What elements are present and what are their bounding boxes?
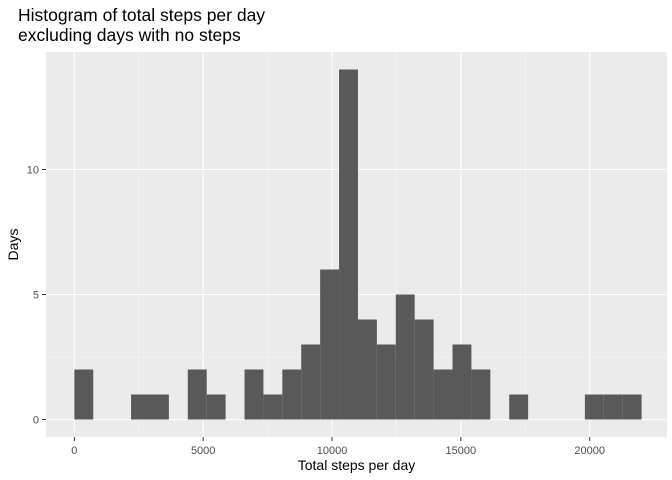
y-tick-label: 10 xyxy=(27,165,39,177)
histogram-bar xyxy=(131,394,150,420)
histogram-bar xyxy=(376,344,396,420)
bars xyxy=(74,69,642,420)
y-axis: 0 5 10 xyxy=(27,165,46,427)
histogram-bar xyxy=(206,394,226,420)
x-axis: 0 5000 10000 15000 20000 xyxy=(71,437,605,457)
histogram-bar xyxy=(339,69,358,420)
chart-title-line1: Histogram of total steps per day xyxy=(18,5,266,25)
histogram-bar xyxy=(414,319,434,420)
histogram-bar xyxy=(244,369,264,420)
x-tick-label: 15000 xyxy=(446,445,477,457)
histogram-bar xyxy=(603,394,623,420)
x-tick-label: 5000 xyxy=(191,445,215,457)
x-tick-label: 20000 xyxy=(574,445,605,457)
y-tick-label: 0 xyxy=(33,415,39,427)
histogram-bar xyxy=(509,394,529,420)
histogram-bar xyxy=(301,344,321,420)
histogram-bar xyxy=(263,394,283,420)
y-tick-label: 5 xyxy=(33,290,39,302)
x-tick-label: 0 xyxy=(71,445,77,457)
histogram-bar xyxy=(320,269,340,420)
histogram-bar xyxy=(433,369,453,420)
histogram-bar xyxy=(452,344,472,420)
histogram-bar xyxy=(395,294,415,420)
histogram-bar xyxy=(149,394,169,420)
histogram-bar xyxy=(584,394,604,420)
histogram-bar xyxy=(74,369,94,420)
x-tick-label: 10000 xyxy=(317,445,348,457)
histogram-bar xyxy=(471,369,491,420)
histogram-bar xyxy=(357,319,377,420)
histogram-bar xyxy=(622,394,642,420)
chart-title-line2: excluding days with no steps xyxy=(18,25,241,45)
x-axis-title: Total steps per day xyxy=(298,457,416,473)
y-axis-title: Days xyxy=(5,229,21,261)
histogram-bar xyxy=(282,369,302,420)
histogram-bar xyxy=(187,369,207,420)
chart-title: Histogram of total steps per day excludi… xyxy=(18,5,265,45)
